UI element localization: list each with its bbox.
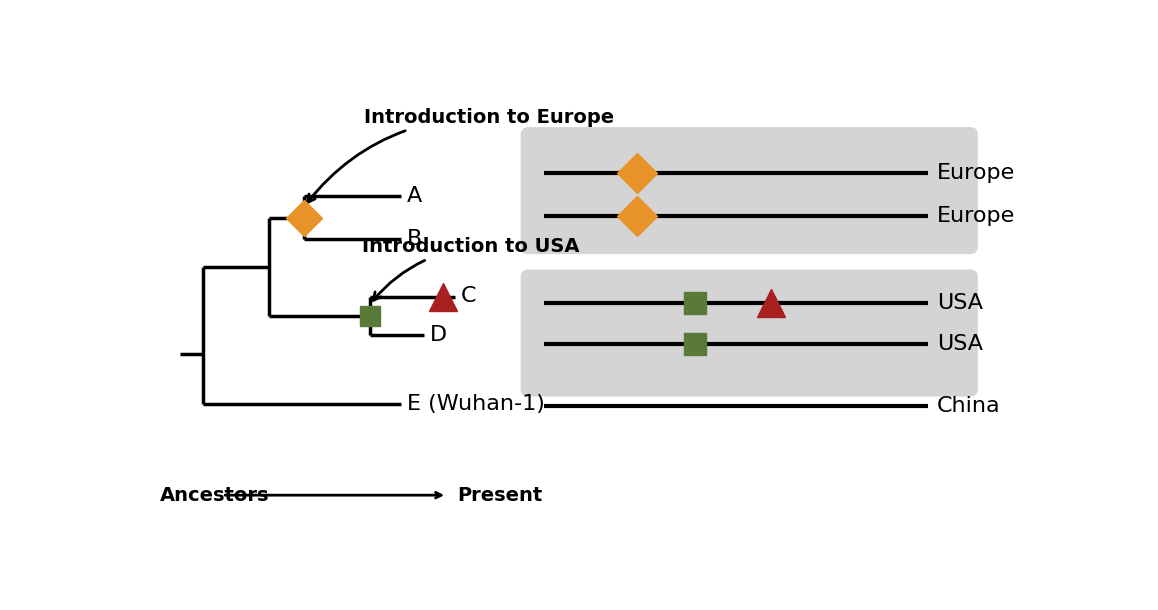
Text: C: C <box>461 287 476 306</box>
Text: D: D <box>430 325 447 345</box>
Text: E (Wuhan-1): E (Wuhan-1) <box>406 394 544 414</box>
Text: China: China <box>937 396 1001 416</box>
Text: B: B <box>406 229 422 249</box>
Text: Present: Present <box>457 486 542 504</box>
FancyBboxPatch shape <box>521 270 977 396</box>
Text: Ancestors: Ancestors <box>160 486 270 504</box>
Text: A: A <box>406 187 422 206</box>
Text: USA: USA <box>937 293 983 313</box>
Text: Introduction to Europe: Introduction to Europe <box>307 108 614 203</box>
Text: Europe: Europe <box>937 163 1016 183</box>
FancyBboxPatch shape <box>521 127 977 254</box>
Text: USA: USA <box>937 334 983 354</box>
Text: Introduction to USA: Introduction to USA <box>361 237 579 300</box>
Text: Europe: Europe <box>937 206 1016 226</box>
